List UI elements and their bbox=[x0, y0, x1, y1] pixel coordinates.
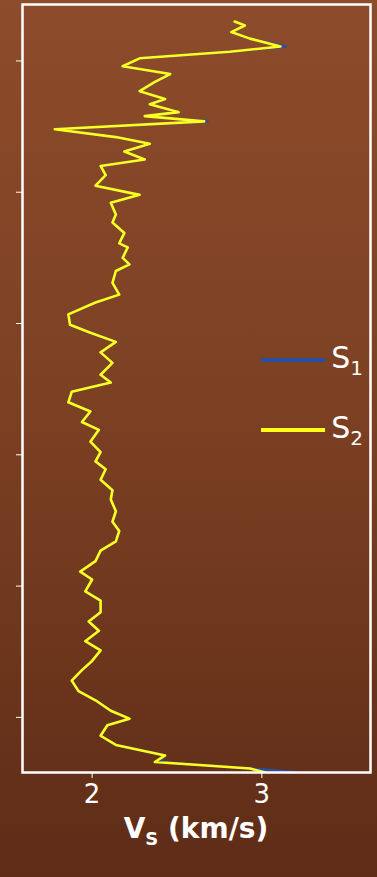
html-text:S2: S2 bbox=[331, 410, 363, 450]
svg-text:3: 3 bbox=[254, 779, 271, 809]
html-text:S1: S1 bbox=[331, 340, 363, 380]
svg-text:2: 2 bbox=[84, 779, 101, 809]
html-text:VS(km/s): VS(km/s) bbox=[123, 812, 269, 849]
